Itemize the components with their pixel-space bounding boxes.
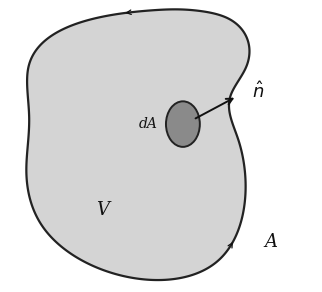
Text: dA: dA [138,117,157,131]
Ellipse shape [166,101,200,147]
Polygon shape [26,9,250,280]
Text: A: A [264,233,277,251]
Text: V: V [96,201,109,219]
Text: $\hat{n}$: $\hat{n}$ [251,81,264,102]
